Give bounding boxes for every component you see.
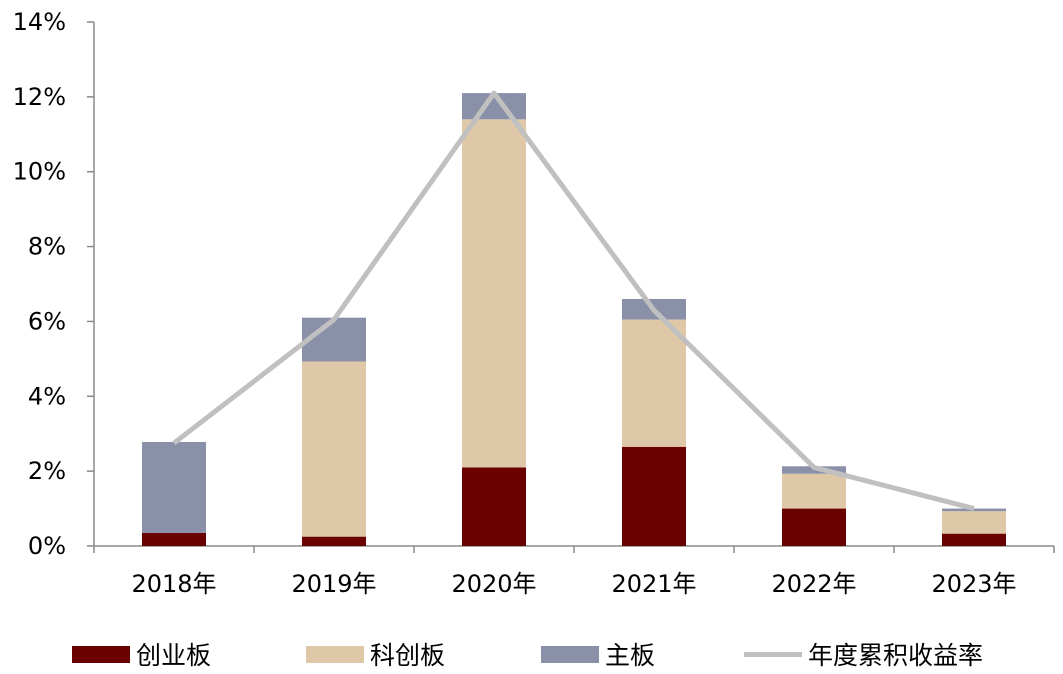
- chart: 0% 2% 4% 6% 8% 10% 12% 14% 2018年 2019年 2020年 2021年…: [13, 8, 1055, 598]
- cumulative-return-polyline: [172, 90, 975, 511]
- y-tick-label: 12%: [13, 83, 66, 111]
- y-tick-label: 0%: [28, 532, 66, 560]
- bar-segment-series-2-cat-2: [462, 93, 526, 120]
- x-tick-label: 2021年: [611, 570, 696, 598]
- bar-segment-series-1-cat-2: [462, 119, 526, 468]
- y-tick-label: 8%: [28, 233, 66, 261]
- x-axis: 2018年 2019年 2020年 2021年 2022年 2023年: [93, 545, 1055, 598]
- y-tick-label: 2%: [28, 457, 66, 485]
- bar-segment-series-2-cat-4: [782, 466, 846, 474]
- legend-label-zhuban: 主板: [605, 641, 656, 670]
- y-tick-label: 6%: [28, 307, 66, 335]
- legend-swatch-chuangyeban: [72, 645, 130, 663]
- x-tick-label: 2023年: [931, 570, 1016, 598]
- bar-segment-series-2-cat-1: [302, 317, 366, 362]
- bar-segment-series-0-cat-5: [942, 533, 1006, 546]
- x-tick-label: 2019年: [291, 570, 376, 598]
- y-tick-label: 4%: [28, 382, 66, 410]
- legend-label-cumulative-return: 年度累积收益率: [808, 641, 984, 670]
- legend: 创业板 科创板 主板 年度累积收益率: [0, 636, 1063, 672]
- bars: [142, 93, 1006, 546]
- x-tick-label: 2018年: [131, 570, 216, 598]
- legend-label-kechuangban: 科创板: [370, 641, 446, 670]
- x-tick-label: 2020年: [451, 570, 536, 598]
- bar-segment-series-1-cat-1: [302, 361, 366, 537]
- bar-segment-series-1-cat-3: [622, 319, 686, 447]
- legend-swatch-kechuangban: [306, 645, 364, 663]
- legend-swatch-zhuban: [541, 645, 599, 663]
- bar-segment-series-0-cat-3: [622, 446, 686, 546]
- legend-item-kechuangban: 科创板: [306, 636, 445, 672]
- legend-swatch-cumulative-return: [744, 651, 802, 657]
- bar-segment-series-2-cat-5: [942, 508, 1006, 512]
- y-tick-label: 10%: [13, 158, 66, 186]
- legend-item-zhuban: 主板: [541, 636, 655, 672]
- legend-label-chuangyeban: 创业板: [136, 641, 212, 670]
- bar-segment-series-1-cat-4: [782, 473, 846, 509]
- cumulative-return-line: [172, 90, 975, 511]
- y-tick-label: 14%: [13, 8, 66, 36]
- bar-segment-series-0-cat-2: [462, 467, 526, 546]
- x-tick-label: 2022年: [771, 570, 856, 598]
- bar-segment-series-0-cat-0: [142, 532, 206, 546]
- bar-segment-series-2-cat-0: [142, 441, 206, 533]
- bar-segment-series-0-cat-4: [782, 508, 846, 546]
- legend-item-chuangyeban: 创业板: [72, 636, 211, 672]
- bar-segment-series-1-cat-5: [942, 511, 1006, 534]
- y-axis: 0% 2% 4% 6% 8% 10% 12% 14%: [13, 8, 95, 560]
- legend-item-cumulative-return: 年度累积收益率: [744, 636, 983, 672]
- bar-segment-series-0-cat-1: [302, 536, 366, 546]
